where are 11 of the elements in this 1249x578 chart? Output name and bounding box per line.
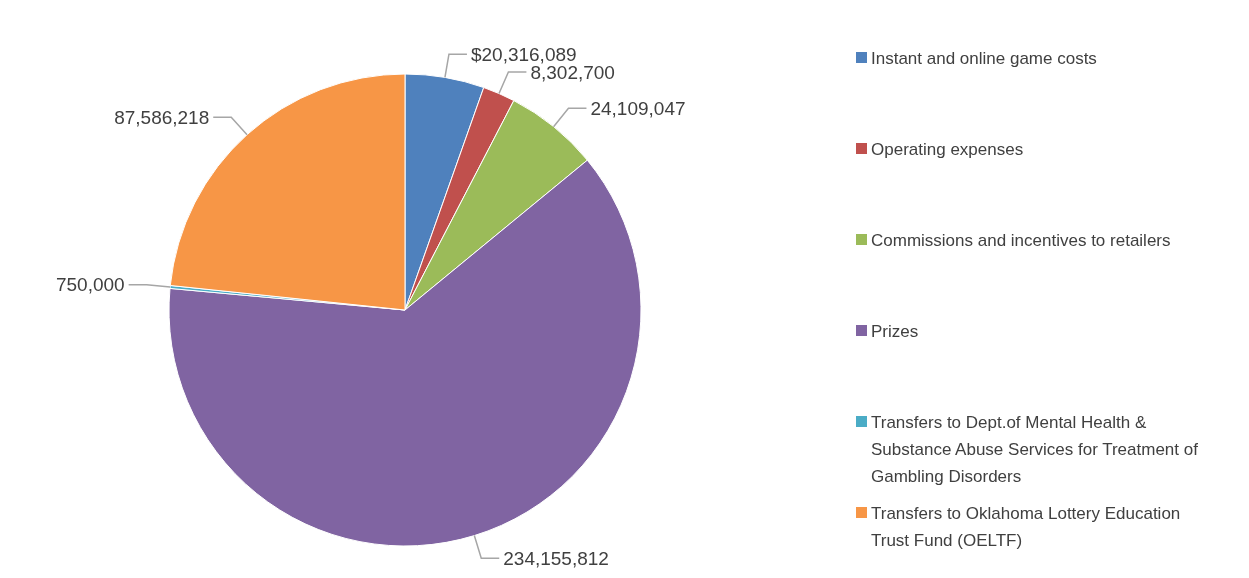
legend-label: Instant and online game costs: [871, 48, 1097, 68]
legend-label: Transfers to Oklahoma Lottery Education Trust Fund (OELTF): [871, 503, 1181, 550]
legend-label: Operating expenses: [871, 139, 1024, 159]
data-label: 24,109,047: [590, 97, 686, 119]
data-label: 750,000: [55, 274, 125, 296]
data-label: 234,155,812: [503, 547, 609, 569]
data-label: $20,316,089: [470, 43, 577, 65]
legend-label: Prizes: [871, 321, 919, 341]
data-label: 87,586,218: [114, 106, 210, 128]
legend-label: Commissions and incentives to retailers: [871, 230, 1171, 250]
legend-label: Transfers to Dept.of Mental Health & Substance Abuse Services for Treatment of Gambling Disorders: [871, 412, 1199, 486]
